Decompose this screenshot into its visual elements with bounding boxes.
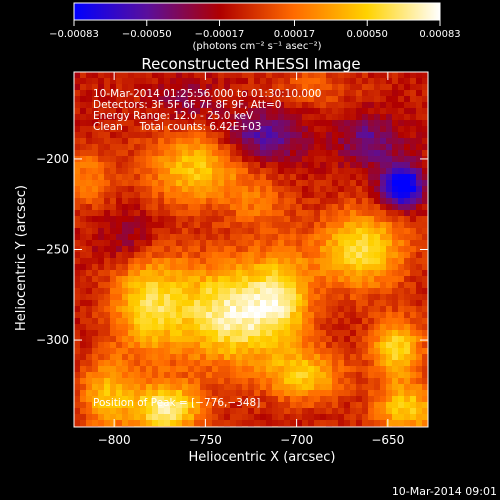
colorbar-ticks: −0.00083 −0.00050 −0.00017 0.00017 0.00050 0.… — [49, 20, 461, 40]
x-tick-label: −700 — [280, 433, 313, 447]
x-axis-ticks: −800 −750 −700 −650 — [98, 72, 404, 447]
y-axis-label: Heliocentric Y (arcsec) — [14, 185, 29, 331]
heatmap-canvas — [74, 72, 428, 427]
x-axis-label: Heliocentric X (arcsec) — [189, 450, 336, 465]
colorbar: −0.00083 −0.00050 −0.00017 0.00017 0.00050 0.… — [49, 2, 461, 52]
y-tick-label: −300 — [36, 333, 69, 347]
peak-position-label: Position of Peak = [−776,−348] — [93, 397, 260, 409]
heatmap-image — [74, 72, 428, 427]
footer-timestamp: 10-Mar-2014 09:01 — [392, 485, 497, 498]
x-tick-label: −800 — [98, 433, 131, 447]
info-line-time: 10-Mar-2014 01:25:56.000 to 01:30:10.000 — [93, 88, 321, 100]
info-overlay: 10-Mar-2014 01:25:56.000 to 01:30:10.000… — [93, 88, 321, 133]
colorbar-tick-label: 0.00083 — [419, 29, 460, 40]
chart-title: Reconstructed RHESSI Image — [141, 55, 360, 73]
info-line-clean: Clean Total counts: 6.42E+03 — [93, 121, 262, 133]
colorbar-gradient — [73, 2, 441, 21]
info-line-energy: Energy Range: 12.0 - 25.0 keV — [93, 110, 254, 122]
y-tick-label: −200 — [36, 152, 69, 166]
info-line-detectors: Detectors: 3F 5F 6F 7F 8F 9F, Att=0 — [93, 99, 282, 111]
y-tick-label: −250 — [36, 243, 69, 257]
y-axis-ticks: −200 −250 −300 — [36, 152, 428, 347]
colorbar-tick-label: −0.00083 — [49, 29, 99, 40]
x-tick-label: −750 — [189, 433, 222, 447]
colorbar-tick-label: −0.00017 — [195, 29, 245, 40]
colorbar-unit-label: (photons cm⁻² s⁻¹ asec⁻²) — [192, 41, 321, 52]
colorbar-tick-label: −0.00050 — [122, 29, 172, 40]
colorbar-tick-label: 0.00050 — [347, 29, 388, 40]
colorbar-tick-label: 0.00017 — [274, 29, 315, 40]
x-tick-label: −650 — [371, 433, 404, 447]
